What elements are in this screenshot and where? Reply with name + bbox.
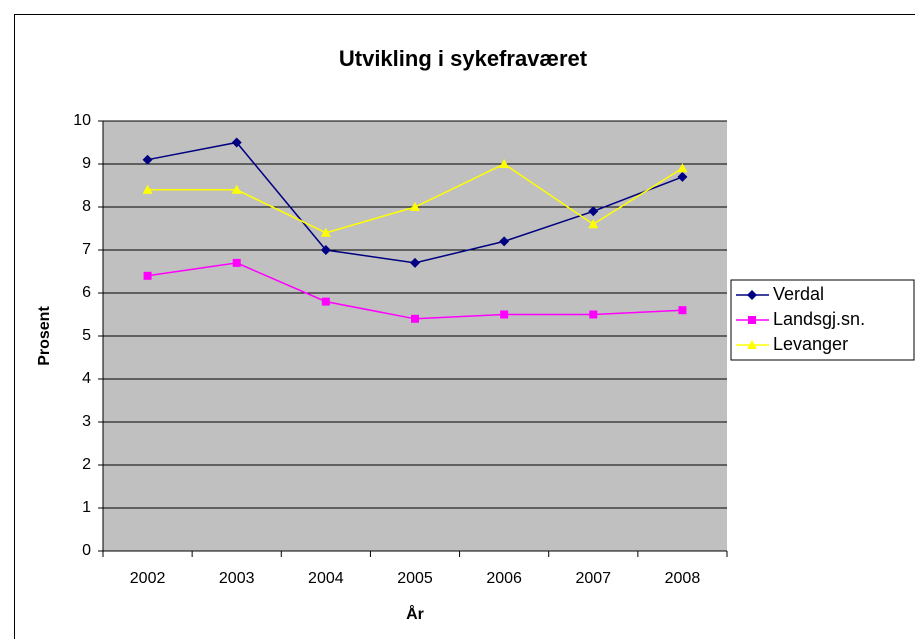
marker	[748, 316, 756, 324]
legend-label: Verdal	[773, 284, 824, 304]
marker	[231, 184, 242, 194]
x-tick-label: 2004	[308, 570, 344, 587]
y-tick-label: 1	[82, 499, 91, 516]
x-tick-label: 2007	[575, 570, 611, 587]
marker	[142, 184, 153, 194]
y-tick-label: 2	[82, 456, 91, 473]
x-tick-label: 2006	[486, 570, 522, 587]
y-tick-label: 10	[73, 112, 91, 129]
marker	[499, 159, 510, 168]
y-axis-label: Prosent	[36, 306, 53, 366]
y-tick-label: 3	[82, 413, 91, 430]
marker	[588, 206, 599, 217]
y-tick-label: 5	[82, 327, 91, 344]
marker	[320, 245, 331, 255]
y-tick-label: 4	[82, 370, 91, 387]
y-tick-label: 9	[82, 155, 91, 172]
marker	[500, 310, 509, 319]
x-tick-label: 2003	[219, 570, 255, 587]
marker	[142, 154, 153, 165]
x-tick-label: 2002	[130, 570, 166, 587]
y-tick-label: 0	[82, 542, 91, 559]
x-tick-label: 2008	[665, 570, 701, 587]
y-tick-label: 6	[82, 284, 91, 301]
marker	[321, 297, 330, 306]
marker	[231, 137, 242, 148]
legend-label: Levanger	[773, 334, 848, 354]
marker	[499, 236, 510, 247]
marker	[320, 227, 331, 237]
x-axis-label: År	[406, 604, 424, 623]
marker	[678, 306, 687, 315]
chart-title: Utvikling i sykefraværet	[339, 46, 588, 71]
marker	[411, 314, 419, 323]
legend-label: Landsgj.sn.	[773, 309, 865, 329]
marker	[232, 258, 241, 267]
marker	[677, 163, 688, 173]
marker	[747, 340, 757, 349]
y-tick-label: 7	[82, 241, 91, 258]
marker	[143, 271, 152, 280]
marker	[589, 310, 598, 319]
marker	[588, 219, 599, 229]
x-tick-label: 2005	[397, 570, 433, 587]
marker	[410, 202, 420, 211]
marker	[747, 290, 757, 300]
y-tick-label: 8	[82, 198, 91, 215]
marker	[677, 171, 688, 182]
marker	[410, 257, 420, 268]
